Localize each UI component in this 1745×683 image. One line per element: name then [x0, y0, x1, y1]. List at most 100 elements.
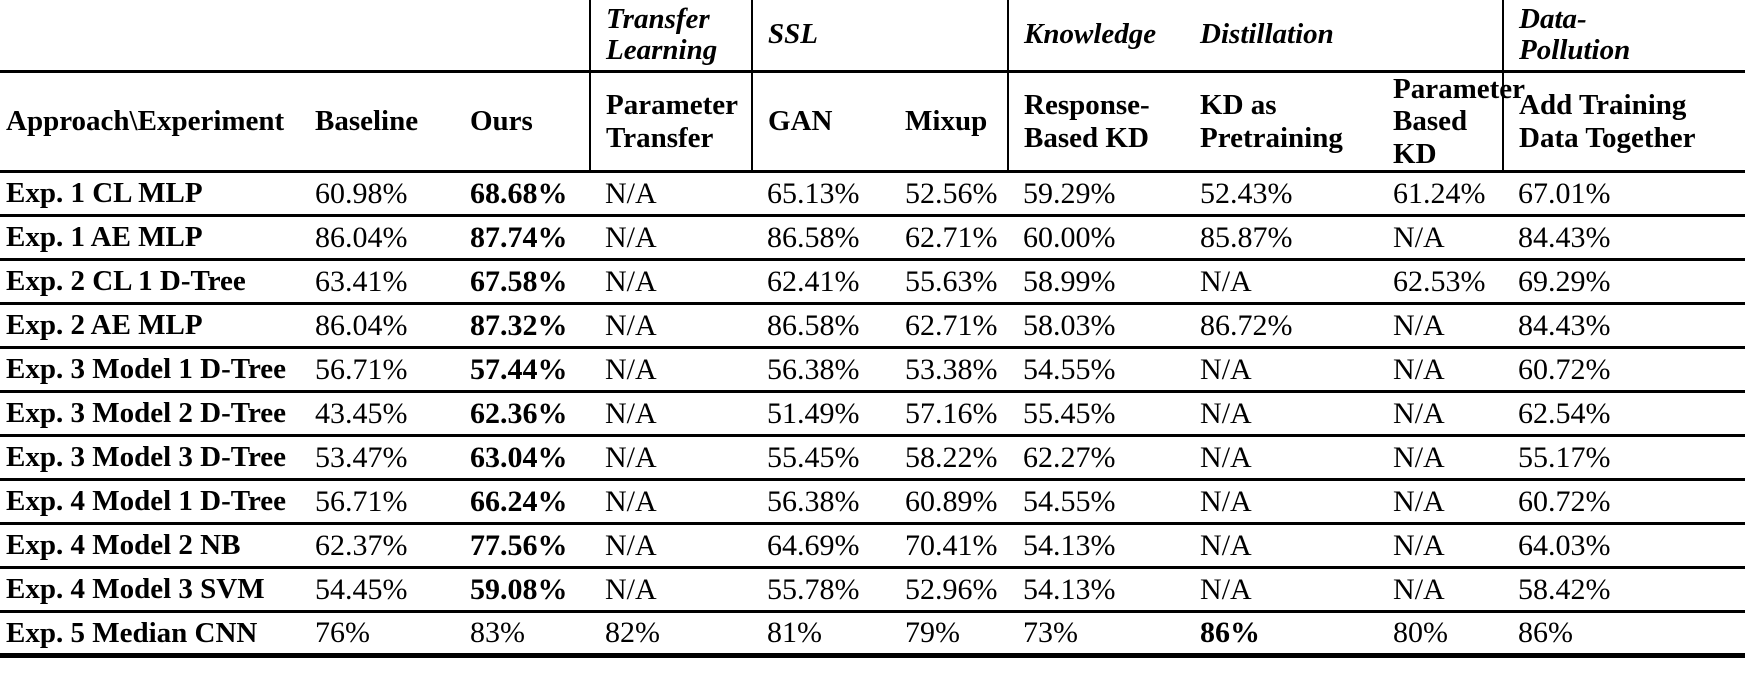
value-cell: N/A — [1200, 352, 1252, 386]
value-cell: 54.55% — [1023, 484, 1116, 518]
row-label: Exp. 2 AE MLP — [6, 309, 203, 342]
value-cell: 55.78% — [767, 572, 860, 606]
column-header-cell: Approach\Experiment — [0, 71, 300, 174]
value-cell: 54.13% — [1023, 572, 1116, 606]
value-cell: 64.69% — [767, 528, 860, 562]
table-row: Exp. 4 Model 3 SVM 54.45% 59.08% N/A 55.78% 5… — [0, 567, 1745, 612]
table-row: Exp. 4 Model 1 D-Tree 56.71% 66.24% N/A 56.3… — [0, 479, 1745, 524]
value-cell: 63.41% — [315, 264, 408, 298]
value-cell: N/A — [1200, 264, 1252, 298]
value-cell: 86.72% — [1200, 308, 1293, 342]
group-header-cell: Data- Pollution — [1502, 0, 1745, 73]
value-cell: 86.04% — [315, 308, 408, 342]
value-cell: N/A — [1200, 396, 1252, 430]
value-cell: 68.68% — [470, 176, 568, 210]
value-cell: 53.38% — [905, 352, 998, 386]
row-label: Exp. 3 Model 3 D-Tree — [6, 441, 287, 474]
value-cell: N/A — [605, 176, 657, 210]
table-row: Exp. 2 AE MLP 86.04% 87.32% N/A 86.58% 62.71%… — [0, 303, 1745, 348]
value-cell: 51.49% — [767, 396, 860, 430]
value-cell: 86% — [1200, 616, 1261, 650]
value-cell: 62.53% — [1393, 264, 1486, 298]
value-cell: 55.63% — [905, 264, 998, 298]
row-label: Exp. 4 Model 1 D-Tree — [6, 485, 287, 518]
value-cell: N/A — [1200, 572, 1252, 606]
value-cell: N/A — [1393, 528, 1445, 562]
table-row: Exp. 3 Model 3 D-Tree 53.47% 63.04% N/A 55.4… — [0, 435, 1745, 480]
value-cell: 60.72% — [1518, 352, 1611, 386]
value-cell: 57.44% — [470, 352, 568, 386]
value-cell: 79% — [905, 616, 961, 650]
column-header-row: Approach\Experiment Baseline Ours Parameter… — [0, 71, 1745, 174]
value-cell: N/A — [605, 264, 657, 298]
value-cell: 87.74% — [470, 220, 568, 254]
value-cell: 60.72% — [1518, 484, 1611, 518]
value-cell: N/A — [605, 352, 657, 386]
value-cell: N/A — [1393, 396, 1445, 430]
value-cell: 87.32% — [470, 308, 568, 342]
table-row: Exp. 1 CL MLP 60.98% 68.68% N/A 65.13% 52.56%… — [0, 172, 1745, 216]
value-cell: 58.99% — [1023, 264, 1116, 298]
value-cell: 52.56% — [905, 176, 998, 210]
row-label: Exp. 1 AE MLP — [6, 221, 203, 254]
group-header-row: Transfer Learning SSL Knowledge Distillatio… — [0, 0, 1745, 73]
value-cell: N/A — [605, 220, 657, 254]
value-cell: N/A — [1393, 220, 1445, 254]
table-row: Exp. 3 Model 2 D-Tree 43.45% 62.36% N/A 51.4… — [0, 391, 1745, 436]
value-cell: 52.96% — [905, 572, 998, 606]
value-cell: 62.54% — [1518, 396, 1611, 430]
value-cell: N/A — [605, 308, 657, 342]
column-header-cell: Add Training Data Together — [1502, 71, 1745, 174]
value-cell: 69.29% — [1518, 264, 1611, 298]
column-header-cell: Response- Based KD — [1007, 71, 1186, 174]
value-cell: N/A — [1393, 572, 1445, 606]
value-cell: 86.04% — [315, 220, 408, 254]
value-cell: 62.37% — [315, 528, 408, 562]
column-header-cell: Parameter Transfer — [589, 71, 753, 174]
table-row: Exp. 3 Model 1 D-Tree 56.71% 57.44% N/A 56.3… — [0, 347, 1745, 392]
value-cell: 62.71% — [905, 220, 998, 254]
value-cell: 80% — [1393, 616, 1449, 650]
value-cell: 55.17% — [1518, 440, 1611, 474]
value-cell: N/A — [1200, 528, 1252, 562]
table-row: Exp. 5 Median CNN 76% 83% 82% 81% 79% 73% 86% 80… — [0, 611, 1745, 656]
results-table: Transfer Learning SSL Knowledge Distillatio… — [0, 0, 1745, 659]
value-cell: 70.41% — [905, 528, 998, 562]
value-cell: 84.43% — [1518, 220, 1611, 254]
value-cell: 55.45% — [1023, 396, 1116, 430]
value-cell: 81% — [767, 616, 823, 650]
value-cell: 85.87% — [1200, 220, 1293, 254]
value-cell: 60.98% — [315, 176, 408, 210]
value-cell: 64.03% — [1518, 528, 1611, 562]
value-cell: N/A — [605, 396, 657, 430]
group-header-cell: Transfer Learning — [589, 0, 753, 73]
value-cell: 77.56% — [470, 528, 568, 562]
value-cell: 67.58% — [470, 264, 568, 298]
table-row: Exp. 2 CL 1 D-Tree 63.41% 67.58% N/A 62.41% 5… — [0, 259, 1745, 304]
row-label: Exp. 2 CL 1 D-Tree — [6, 265, 246, 298]
value-cell: 61.24% — [1393, 176, 1486, 210]
column-header-cell: GAN — [751, 71, 891, 174]
value-cell: N/A — [605, 440, 657, 474]
value-cell: 59.08% — [470, 572, 568, 606]
value-cell: 83% — [470, 616, 525, 650]
value-cell: 62.71% — [905, 308, 998, 342]
value-cell: N/A — [605, 528, 657, 562]
value-cell: 55.45% — [767, 440, 860, 474]
value-cell: 62.36% — [470, 396, 568, 430]
value-cell: 53.47% — [315, 440, 408, 474]
value-cell: 82% — [605, 616, 661, 650]
value-cell: 56.38% — [767, 484, 860, 518]
value-cell: 63.04% — [470, 440, 568, 474]
value-cell: 84.43% — [1518, 308, 1611, 342]
table-row: Exp. 4 Model 2 NB 62.37% 77.56% N/A 64.69% 70… — [0, 523, 1745, 568]
value-cell: 56.71% — [315, 352, 408, 386]
value-cell: 86.58% — [767, 308, 860, 342]
value-cell: 54.55% — [1023, 352, 1116, 386]
value-cell: N/A — [605, 484, 657, 518]
column-header-cell: Baseline — [300, 71, 455, 174]
value-cell: 58.42% — [1518, 572, 1611, 606]
column-header-cell: Ours — [455, 71, 591, 174]
row-label: Exp. 5 Median CNN — [6, 616, 258, 649]
value-cell: 54.45% — [315, 572, 408, 606]
